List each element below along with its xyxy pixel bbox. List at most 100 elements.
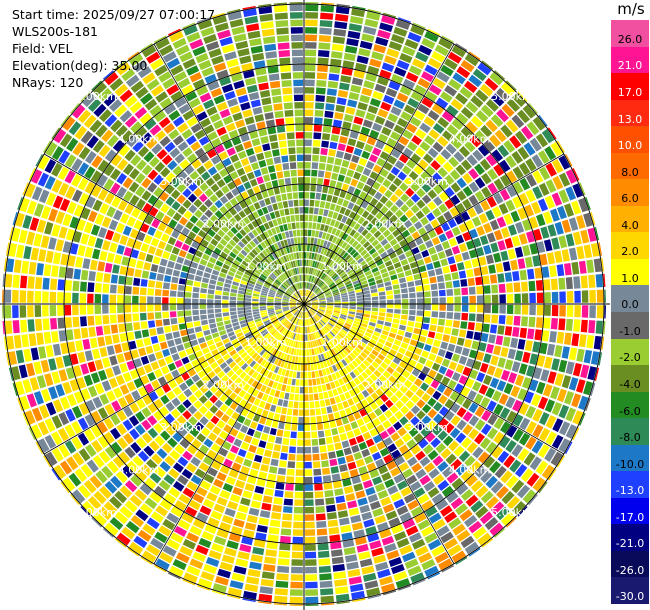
velocity-gate bbox=[147, 226, 157, 236]
velocity-gate bbox=[186, 532, 200, 543]
velocity-gate bbox=[314, 109, 324, 117]
velocity-gate bbox=[415, 362, 424, 371]
velocity-gate bbox=[117, 397, 128, 408]
velocity-gate bbox=[297, 318, 300, 326]
velocity-gate bbox=[222, 483, 234, 493]
velocity-gate bbox=[456, 66, 471, 79]
velocity-gate bbox=[396, 505, 409, 516]
velocity-gate bbox=[298, 184, 304, 191]
velocity-gate bbox=[119, 235, 129, 246]
velocity-gate bbox=[312, 260, 316, 268]
velocity-gate bbox=[282, 299, 289, 302]
velocity-gate bbox=[220, 349, 228, 357]
velocity-gate bbox=[258, 517, 269, 526]
velocity-gate bbox=[290, 27, 303, 34]
velocity-gate bbox=[462, 198, 472, 210]
velocity-gate bbox=[91, 80, 102, 91]
velocity-gate bbox=[304, 439, 311, 446]
velocity-gate bbox=[189, 558, 204, 570]
velocity-gate bbox=[251, 274, 258, 280]
velocity-gate bbox=[244, 116, 255, 125]
velocity-gate bbox=[452, 72, 466, 85]
velocity-gate bbox=[80, 281, 87, 292]
velocity-gate bbox=[226, 58, 239, 68]
velocity-gate bbox=[162, 297, 169, 304]
velocity-gate bbox=[305, 27, 318, 34]
velocity-gate bbox=[279, 376, 285, 383]
velocity-gate bbox=[416, 341, 425, 349]
velocity-gate bbox=[243, 70, 255, 79]
velocity-gate bbox=[44, 175, 56, 190]
velocity-gate bbox=[307, 237, 311, 244]
velocity-gate bbox=[479, 235, 489, 246]
velocity-gate bbox=[442, 466, 454, 478]
velocity-gate bbox=[480, 124, 493, 138]
velocity-gate bbox=[89, 119, 103, 133]
velocity-gate bbox=[131, 390, 141, 401]
velocity-gate bbox=[141, 164, 153, 176]
velocity-gate bbox=[318, 558, 331, 566]
velocity-gate bbox=[312, 333, 316, 340]
velocity-gate bbox=[195, 52, 209, 64]
range-ring-label: 4.00km bbox=[449, 464, 491, 477]
velocity-gate bbox=[72, 489, 86, 504]
velocity-gate bbox=[2, 273, 5, 287]
velocity-gate bbox=[306, 326, 309, 334]
velocity-gate bbox=[229, 239, 237, 247]
velocity-gate bbox=[94, 283, 102, 293]
velocity-gate bbox=[345, 335, 352, 342]
velocity-gate bbox=[58, 226, 68, 239]
velocity-gate bbox=[410, 24, 425, 36]
velocity-gate bbox=[380, 394, 389, 403]
velocity-gate bbox=[550, 451, 563, 466]
velocity-gate bbox=[398, 17, 411, 23]
velocity-gate bbox=[291, 424, 298, 431]
velocity-gate bbox=[468, 313, 476, 322]
velocity-gate bbox=[378, 414, 387, 423]
velocity-gate bbox=[506, 185, 517, 198]
velocity-gate bbox=[205, 421, 215, 431]
velocity-gate bbox=[253, 288, 261, 292]
velocity-gate bbox=[37, 172, 49, 187]
velocity-gate bbox=[128, 340, 137, 350]
velocity-gate bbox=[328, 149, 336, 157]
velocity-gate bbox=[440, 149, 452, 160]
velocity-gate bbox=[337, 89, 349, 98]
velocity-gate bbox=[89, 337, 98, 349]
velocity-gate bbox=[411, 333, 420, 341]
velocity-gate bbox=[462, 172, 473, 184]
velocity-gate bbox=[189, 384, 199, 393]
velocity-gate bbox=[405, 198, 415, 208]
velocity-gate bbox=[362, 167, 372, 177]
velocity-gate bbox=[12, 274, 20, 288]
velocity-gate bbox=[80, 130, 93, 144]
velocity-gate bbox=[307, 356, 310, 364]
velocity-gate bbox=[253, 145, 263, 154]
velocity-gate bbox=[43, 455, 52, 468]
velocity-gate bbox=[244, 234, 252, 242]
velocity-gate bbox=[306, 282, 309, 289]
velocity-gate bbox=[483, 244, 492, 255]
velocity-gate bbox=[290, 386, 295, 393]
velocity-gate bbox=[286, 468, 295, 476]
velocity-gate bbox=[377, 247, 385, 255]
velocity-gate bbox=[349, 380, 357, 388]
velocity-gate bbox=[211, 443, 221, 453]
velocity-gate bbox=[466, 154, 478, 166]
velocity-gate bbox=[31, 424, 43, 439]
velocity-gate bbox=[404, 38, 419, 50]
velocity-gate bbox=[162, 383, 171, 393]
velocity-gate bbox=[163, 275, 172, 283]
velocity-gate bbox=[529, 379, 539, 392]
velocity-gate bbox=[313, 124, 322, 132]
velocity-gate bbox=[294, 267, 298, 275]
velocity-gate bbox=[231, 73, 243, 82]
velocity-gate bbox=[323, 178, 330, 186]
velocity-gate bbox=[506, 170, 518, 183]
velocity-gate bbox=[305, 559, 317, 566]
velocity-gate bbox=[216, 357, 225, 365]
velocity-gate bbox=[549, 265, 557, 277]
velocity-gate bbox=[473, 203, 484, 215]
velocity-gate bbox=[339, 409, 347, 418]
velocity-gate bbox=[190, 123, 202, 134]
